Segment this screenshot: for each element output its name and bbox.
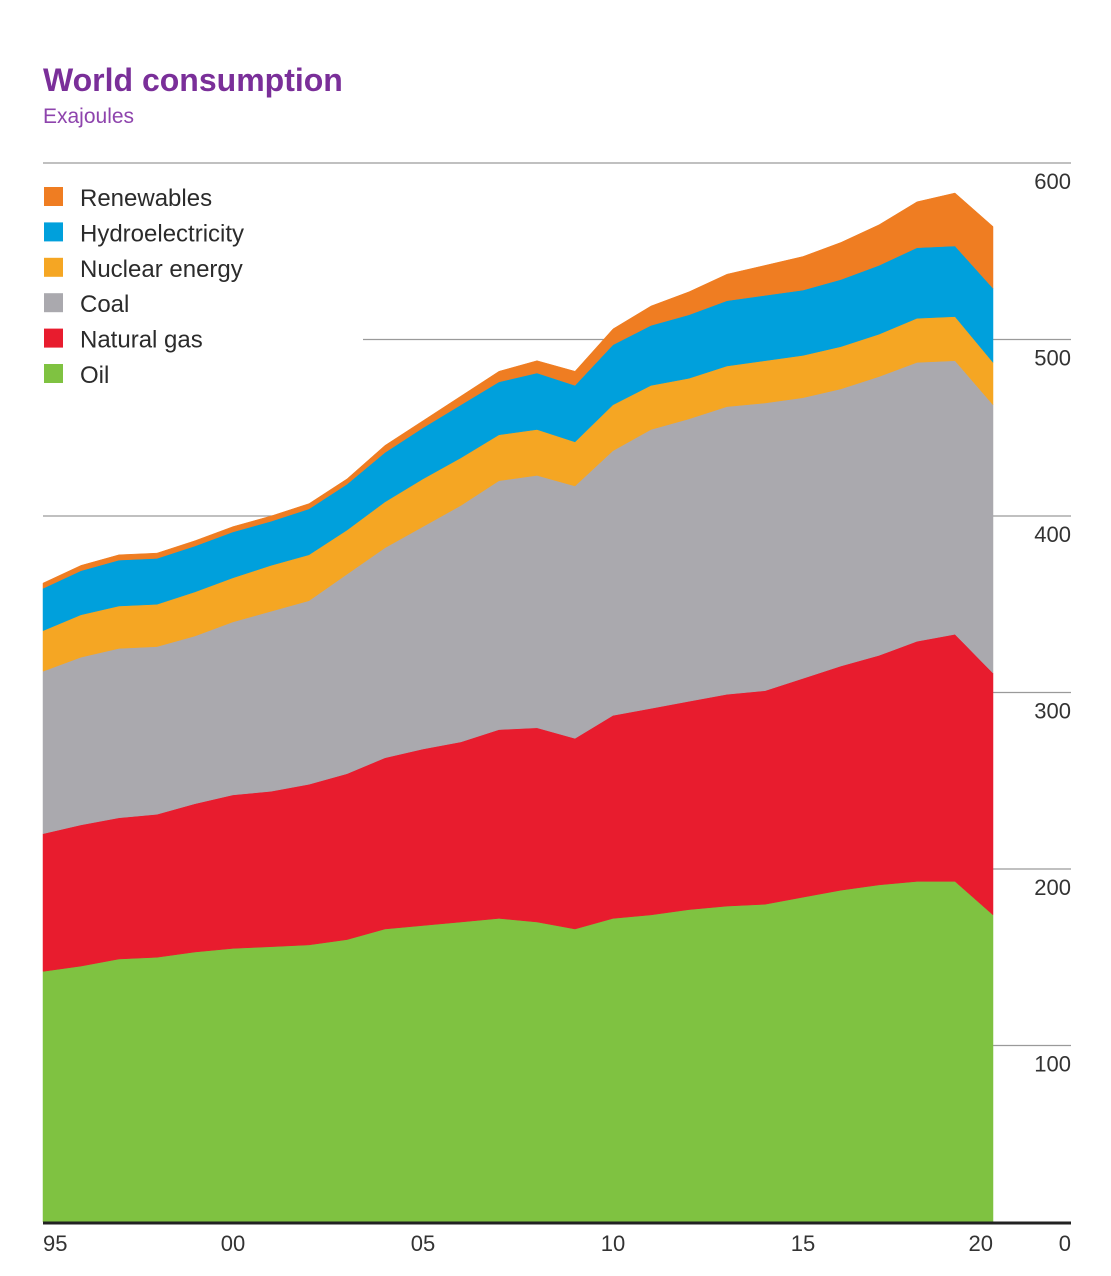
- legend-item: Oil: [44, 362, 109, 389]
- legend-swatch: [44, 293, 63, 313]
- y-tick-label: 600: [1034, 169, 1071, 194]
- legend-label: Coal: [80, 291, 129, 318]
- y-tick-label: 200: [1034, 875, 1071, 900]
- x-tick-label: 15: [791, 1231, 815, 1256]
- y-tick-label: 300: [1034, 699, 1071, 724]
- area-renewables: [42, 192, 994, 589]
- legend-item: Coal: [44, 291, 129, 318]
- x-tick-label: 20: [969, 1231, 993, 1256]
- y-tick-label: 500: [1034, 346, 1071, 371]
- x-tick-label: 05: [411, 1231, 435, 1256]
- legend-item: Renewables: [44, 185, 212, 212]
- legend-item: Nuclear energy: [44, 256, 243, 283]
- x-tick-label: 10: [601, 1231, 625, 1256]
- legend-label: Nuclear energy: [80, 256, 243, 283]
- y-tick-label: 0: [1059, 1231, 1071, 1256]
- legend-label: Natural gas: [80, 327, 203, 354]
- legend-item: Natural gas: [44, 327, 203, 354]
- legend-swatch: [44, 328, 63, 348]
- legend-swatch: [44, 364, 63, 383]
- legend-label: Hydroelectricity: [80, 220, 244, 247]
- y-tick-label: 400: [1034, 522, 1071, 547]
- legend-item: Hydroelectricity: [44, 220, 244, 247]
- area-series-layer: [42, 192, 994, 1223]
- chart-title: World consumption: [43, 62, 343, 98]
- chart-subtitle: Exajoules: [43, 105, 135, 128]
- legend-swatch: [44, 187, 63, 206]
- legend-swatch: [44, 257, 63, 277]
- legend-label: Oil: [80, 362, 109, 389]
- y-tick-label: 100: [1034, 1052, 1071, 1077]
- legend-label: Renewables: [80, 185, 212, 212]
- legend: Renewables Hydroelectricity Nuclear energy…: [44, 185, 244, 389]
- x-tick-label: 95: [43, 1231, 67, 1256]
- legend-swatch: [44, 222, 63, 242]
- x-tick-label: 00: [221, 1231, 245, 1256]
